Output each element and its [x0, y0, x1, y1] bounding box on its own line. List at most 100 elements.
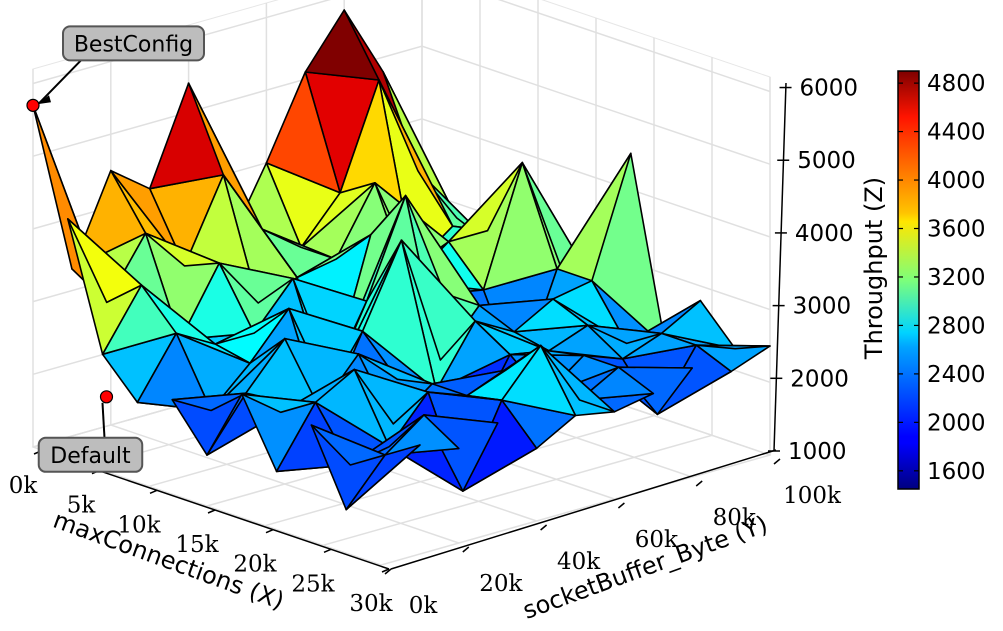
surface-facet [400, 239, 477, 361]
z-tick-label: 2000 [790, 366, 849, 392]
surface-facet [314, 368, 391, 448]
y-tick [773, 458, 781, 465]
y-tick-label: 20k [479, 571, 523, 597]
surface-facet [361, 239, 438, 391]
surface-facet [621, 332, 698, 360]
y-axis-line [390, 449, 777, 570]
z-tick-label: 6000 [800, 76, 859, 102]
x-tick-label: 0k [9, 473, 39, 499]
x-tick-label: 10k [117, 512, 161, 538]
surface-facet [695, 344, 771, 350]
surface-facet [265, 71, 341, 194]
surface-facet [222, 174, 298, 279]
z-tick-label: 4000 [795, 221, 854, 247]
surface-facet [148, 82, 225, 190]
colorbar-tick-label: 3200 [927, 265, 986, 291]
surface-facet [353, 368, 429, 425]
surface-facet [591, 152, 667, 348]
colorbar-bar [897, 70, 920, 490]
y-tick [462, 546, 470, 553]
z-tick-label: 3000 [793, 294, 852, 320]
surface-facet [384, 414, 460, 456]
x-tick-label: 30k [349, 591, 393, 617]
annotation-marker [99, 390, 114, 404]
colorbar-tick-label: 2000 [927, 410, 986, 436]
surface-facet [513, 298, 589, 333]
y-tick [384, 568, 392, 575]
annotation-label: Default [50, 444, 131, 469]
surface-facet [179, 262, 255, 341]
surface-facet [304, 9, 380, 81]
surface-facet [474, 320, 550, 352]
x-tick-label: 5k [67, 493, 97, 519]
x-tick-label: 20k [233, 552, 277, 578]
surface-facet [578, 366, 655, 401]
annotation-1: Default [37, 390, 144, 473]
surface-facet [500, 344, 577, 417]
colorbar-tick-label: 4400 [927, 120, 986, 146]
surface-facet [482, 161, 558, 291]
surface-facet [345, 444, 421, 511]
z-tick-label: 5000 [797, 148, 856, 174]
surface-facet [300, 182, 376, 249]
colorbar-tick-label: 1600 [927, 459, 986, 485]
colorbar-tick-label: 2800 [927, 313, 986, 339]
x-tick [381, 568, 390, 573]
colorbar-tick-label: 4000 [927, 168, 986, 194]
surface-facet [539, 344, 616, 413]
y-tick-label: 0k [409, 593, 439, 619]
annotation-0: BestConfig [26, 25, 205, 112]
surface-facet [144, 232, 221, 267]
annotation-arrow [101, 402, 106, 438]
x-tick [323, 548, 332, 554]
y-tick-label: 80k [713, 505, 757, 531]
tick-labels: 0k 5k 10k 15k 20k 25k 30k 0k 20k 40k 60k 80k 100k 100… [9, 76, 858, 619]
surface-facet [136, 332, 212, 412]
x-tick-label: 15k [175, 532, 219, 558]
surface-facet [241, 393, 317, 414]
surface-facet [466, 344, 542, 397]
surface-facet [296, 233, 372, 279]
y-tick-label: 40k [557, 549, 601, 575]
surface-facet [210, 337, 286, 412]
z-axis-line [773, 82, 787, 452]
surface-facet [175, 332, 251, 365]
surface-facet [660, 299, 737, 350]
colorbar-tick-label: 4800 [927, 71, 986, 97]
surface-facet [101, 284, 178, 356]
x-tick [149, 489, 158, 495]
y-tick-label: 60k [635, 527, 679, 553]
annotation-arrow [38, 59, 82, 105]
surface-facet [447, 161, 524, 243]
y-tick-label: 100k [783, 483, 842, 509]
annotation-label: BestConfig [74, 32, 193, 57]
z-gridline [32, 45, 771, 165]
colorbar-tick-label: 2400 [927, 362, 986, 388]
z-axis-label: Throughput (Z) [860, 177, 888, 360]
surface-facet [427, 391, 503, 402]
surface-facet [435, 320, 511, 391]
surface-facet [218, 262, 294, 304]
annotation-box [62, 25, 205, 62]
surface-facet [310, 424, 386, 466]
x-tick [265, 528, 274, 534]
surface-facet [67, 218, 143, 304]
surface-plot [32, 9, 771, 511]
annotations: BestConfig Default [26, 25, 205, 473]
surface-facet [171, 392, 247, 412]
surface-facet [261, 228, 337, 261]
surface-facet [586, 324, 663, 345]
surface-facet [404, 194, 481, 307]
colorbar: 1600 2000 2400 2800 3200 3600 4000 4400 4800 [897, 70, 986, 490]
surface-facet [357, 353, 434, 385]
surface-facet [214, 307, 290, 345]
surface-facet [110, 169, 186, 267]
colorbar-ticks: 1600 2000 2400 2800 3200 3600 4000 4400 4800 [898, 71, 986, 485]
colorbar-tick-label: 3600 [927, 217, 986, 243]
x-tick [207, 509, 216, 514]
y-tick [617, 502, 625, 509]
x-tick-label: 25k [291, 571, 335, 597]
annotation-arrowhead [37, 95, 51, 105]
surface-facet [378, 79, 454, 227]
